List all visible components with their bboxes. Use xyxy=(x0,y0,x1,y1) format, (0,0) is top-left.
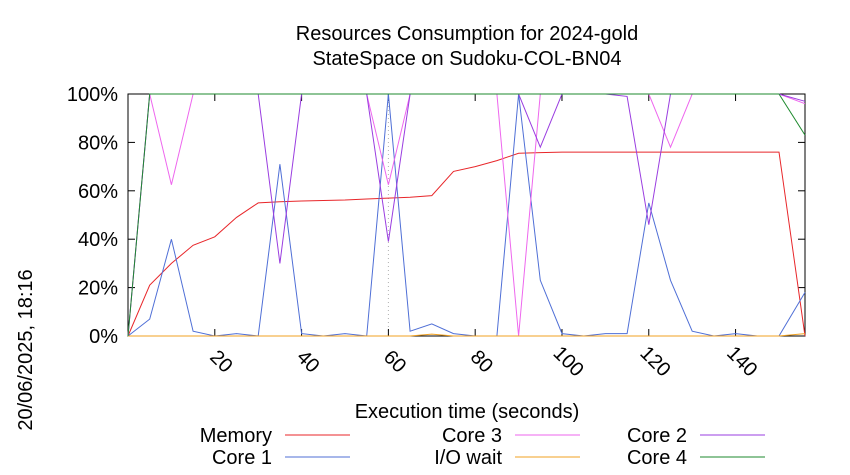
x-axis: 20 40 60 80 100 120 140 xyxy=(205,94,761,381)
y-tick-label: 40% xyxy=(78,229,118,251)
x-axis-label: Execution time (seconds) xyxy=(355,401,580,423)
legend-label-core-1: Core 1 xyxy=(212,447,272,469)
y-tick-label: 80% xyxy=(78,132,118,154)
x-tick-label: 100 xyxy=(549,342,588,381)
x-tick-label: 60 xyxy=(379,346,410,377)
legend-label-i-o-wait: I/O wait xyxy=(434,447,502,469)
series-line-core-4 xyxy=(127,93,806,337)
series-line-core-3 xyxy=(127,93,806,337)
legend-label-core-3: Core 3 xyxy=(442,425,502,447)
chart-title-line-2: StateSpace on Sudoku-COL-BN04 xyxy=(312,48,621,70)
legend-label-memory: Memory xyxy=(200,425,272,447)
x-tick-label: 40 xyxy=(292,346,323,377)
y-tick-label: 0% xyxy=(89,326,118,348)
plot-area xyxy=(127,93,806,337)
x-tick-label: 140 xyxy=(722,342,761,381)
y-axis: 0% 20% 40% 60% 80% 100% xyxy=(67,84,805,348)
series-line-memory xyxy=(127,151,806,337)
series-line-i-o-wait xyxy=(128,333,806,337)
x-tick-label: 120 xyxy=(635,342,674,381)
plot-frame xyxy=(127,93,806,337)
series-line-core-1 xyxy=(127,93,806,337)
x-tick-label: 80 xyxy=(466,346,497,377)
y-tick-label: 60% xyxy=(78,181,118,203)
series-line-core-2 xyxy=(127,93,806,337)
y-tick-label: 100% xyxy=(67,84,118,106)
timestamp-label: 20/06/2025, 18:16 xyxy=(15,269,37,430)
legend-label-core-2: Core 2 xyxy=(627,425,687,447)
y-tick-label: 20% xyxy=(78,278,118,300)
x-tick-label: 20 xyxy=(205,346,236,377)
chart-title-line-1: Resources Consumption for 2024-gold xyxy=(296,23,638,45)
legend-label-core-4: Core 4 xyxy=(627,447,687,469)
series-layer xyxy=(127,93,806,337)
